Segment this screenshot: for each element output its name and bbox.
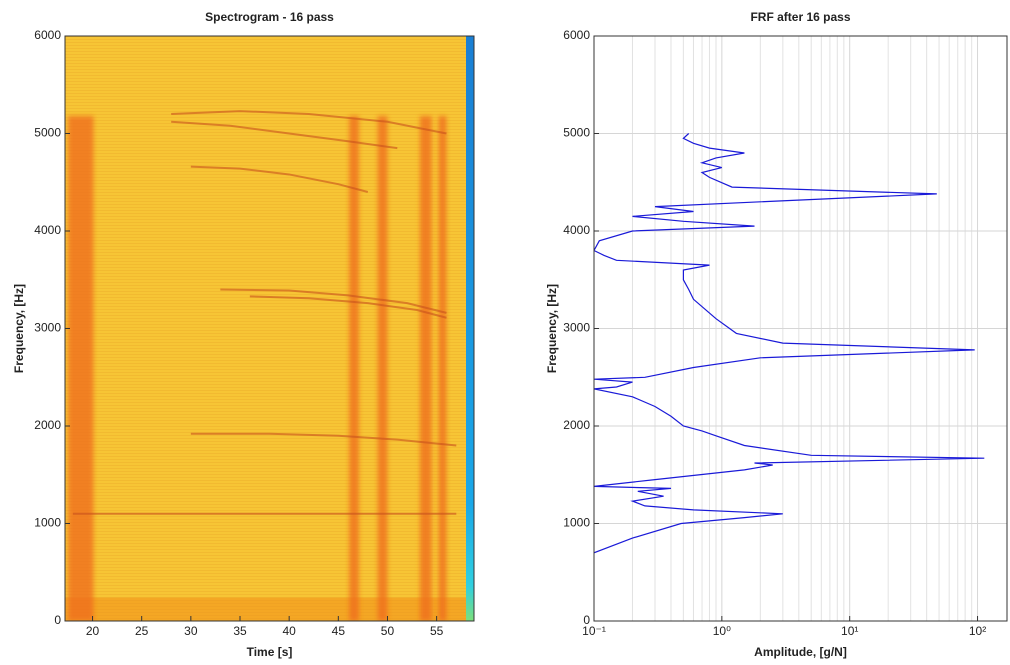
chart-title: Spectrogram - 16 pass [205,10,334,24]
ridge [220,288,447,314]
x-tick-label: 10¹ [841,624,858,638]
frf-line [594,133,985,554]
chart-title: FRF after 16 pass [750,10,850,24]
ridge [171,120,398,150]
x-tick-label: 25 [135,624,149,638]
energy-band [419,116,432,621]
y-tick-label: 5000 [563,126,590,140]
x-tick-label: 10⁻¹ [582,624,606,638]
y-tick-label: 0 [54,613,61,627]
ridge [190,165,369,193]
y-axis-label: Frequency, [Hz] [545,284,559,373]
ridge [190,432,457,447]
y-tick-label: 6000 [34,28,61,42]
energy-band [438,116,447,621]
y-tick-label: 6000 [563,28,590,42]
energy-band [377,116,388,621]
y-tick-label: 4000 [34,223,61,237]
ridge [249,295,447,319]
spectrogram-texture [65,36,474,621]
x-tick-label: 10² [969,624,986,638]
x-tick-label: 40 [282,624,296,638]
plot-area [65,36,474,621]
y-tick-label: 2000 [34,418,61,432]
ridge [171,110,447,135]
y-tick-label: 5000 [34,126,61,140]
x-tick-label: 55 [430,624,444,638]
x-tick-label: 30 [184,624,198,638]
y-tick-label: 1000 [34,516,61,530]
y-tick-label: 2000 [563,418,590,432]
energy-band [349,116,359,621]
y-tick-label: 4000 [563,223,590,237]
plot-area [594,36,1007,621]
x-tick-label: 50 [381,624,395,638]
x-axis-label: Amplitude, [g/N] [754,645,847,659]
energy-band [67,116,94,621]
y-tick-label: 0 [583,613,590,627]
x-axis-label: Time [s] [247,645,293,659]
x-tick-label: 45 [332,624,346,638]
x-tick-label: 35 [233,624,247,638]
x-tick-label: 10⁰ [713,624,731,638]
colorbar [466,36,474,621]
y-tick-label: 1000 [563,516,590,530]
y-tick-label: 3000 [563,321,590,335]
y-tick-label: 3000 [34,321,61,335]
y-axis-label: Frequency, [Hz] [12,284,26,373]
x-tick-label: 20 [86,624,100,638]
